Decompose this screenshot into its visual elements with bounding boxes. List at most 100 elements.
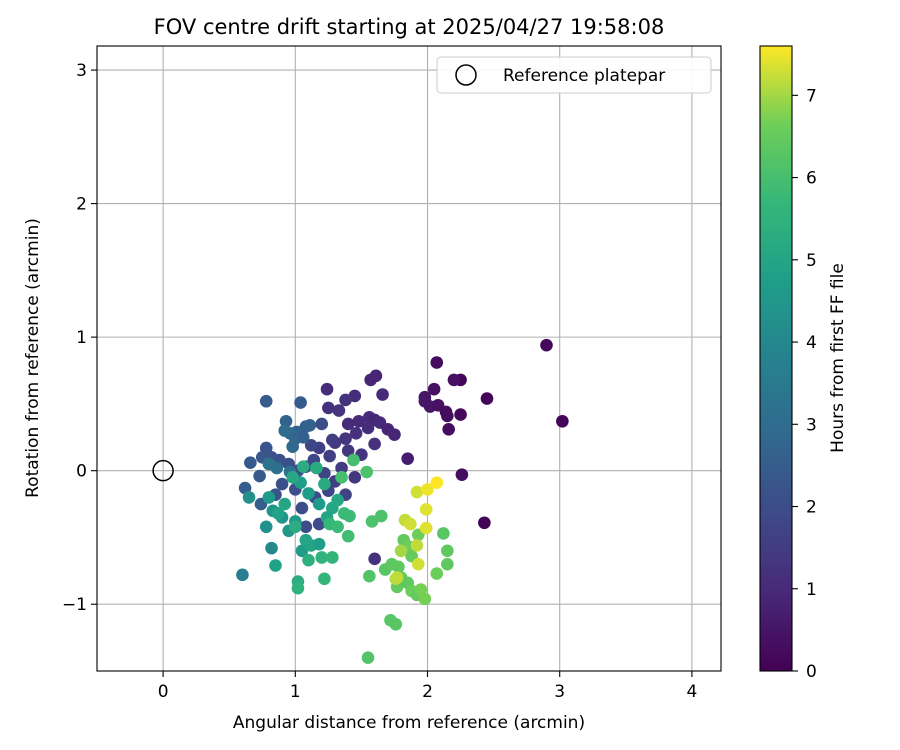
data-point: [374, 509, 388, 523]
data-point: [331, 520, 344, 534]
data-point: [368, 437, 381, 451]
data-point: [364, 373, 377, 387]
data-point: [411, 557, 425, 571]
data-point: [361, 651, 375, 664]
data-point: [291, 581, 305, 595]
data-point: [278, 424, 292, 437]
data-point: [430, 476, 444, 489]
data-point: [361, 421, 375, 435]
data-point: [279, 414, 293, 428]
data-point: [368, 552, 381, 566]
data-point: [394, 544, 408, 558]
colorbar-tick-label: 3: [806, 415, 817, 435]
data-point: [302, 553, 315, 567]
data-point: [437, 527, 450, 540]
colorbar-tick-label: 7: [806, 86, 817, 106]
colorbar: 0 1 2 3 4 5 6 7 Hours from first FF file: [759, 45, 848, 682]
y-tick-label: 1: [76, 328, 87, 348]
data-point: [390, 571, 404, 584]
legend-marker-reference: [455, 64, 477, 86]
data-point: [401, 452, 414, 465]
data-point: [418, 592, 432, 606]
data-point: [427, 382, 441, 396]
data-point: [335, 461, 348, 475]
colorbar-tick-label: 1: [806, 580, 817, 600]
x-tick-label: 0: [158, 682, 169, 702]
colorbar-tick-label: 2: [806, 498, 817, 518]
colorbar-tick-label: 0: [806, 662, 817, 682]
reference-platepar-marker: [152, 459, 174, 482]
x-tick-label: 4: [687, 682, 698, 702]
data-points: [236, 338, 569, 664]
colorbar-label: Hours from first FF file: [828, 263, 848, 453]
reference-marker-layer: [152, 459, 174, 482]
x-tick-label: 3: [554, 682, 565, 702]
data-point: [343, 509, 356, 523]
data-point: [278, 497, 292, 511]
data-point: [419, 521, 433, 535]
data-point: [302, 487, 315, 500]
y-tick-label: 0: [76, 462, 87, 482]
colorbar-tick-label: 6: [806, 169, 817, 189]
data-point: [318, 572, 331, 586]
data-point: [341, 417, 355, 431]
data-point: [269, 559, 282, 572]
colorbar-tick-label: 5: [806, 251, 817, 271]
data-point: [442, 422, 455, 436]
data-point: [312, 537, 326, 551]
data-point: [347, 453, 360, 467]
data-point: [304, 439, 318, 452]
data-point: [556, 414, 569, 428]
data-point: [365, 515, 379, 528]
data-point: [315, 417, 329, 431]
y-axis-label: Rotation from reference (arcmin): [23, 218, 43, 498]
y-tick-label: −1: [62, 595, 87, 615]
data-point: [392, 560, 405, 574]
data-point: [349, 426, 363, 440]
x-tick-label: 2: [422, 682, 433, 702]
data-point: [312, 497, 326, 511]
y-axis-ticks: −1 0 1 2 3: [62, 61, 97, 615]
data-point: [310, 461, 323, 475]
data-point: [296, 430, 310, 444]
data-point: [331, 493, 344, 507]
data-point: [419, 503, 433, 516]
data-point: [286, 440, 299, 453]
data-point: [286, 471, 299, 484]
data-point: [404, 517, 417, 531]
data-point: [315, 551, 329, 564]
data-point: [244, 456, 257, 469]
data-point: [275, 477, 289, 491]
data-point: [430, 567, 444, 580]
data-point: [341, 529, 355, 543]
data-point: [265, 541, 278, 555]
legend-entry-reference: Reference platepar: [503, 66, 665, 86]
data-point: [348, 471, 362, 484]
data-point: [259, 520, 273, 534]
data-point: [376, 388, 389, 401]
data-point: [339, 393, 352, 407]
data-point: [363, 569, 376, 583]
data-point: [253, 469, 266, 483]
x-tick-label: 1: [290, 682, 301, 702]
data-point: [295, 501, 309, 515]
data-point: [441, 557, 454, 571]
plot-frame: [96, 45, 722, 672]
data-point: [335, 471, 348, 484]
data-point: [339, 432, 352, 445]
data-point: [242, 491, 256, 504]
data-point: [441, 544, 454, 558]
data-point: [236, 568, 249, 582]
data-point: [480, 392, 494, 405]
data-point: [322, 401, 335, 415]
data-point: [259, 394, 273, 408]
data-point: [454, 408, 467, 421]
colorbar-gradient: [760, 46, 792, 671]
data-point: [388, 428, 401, 441]
data-point: [320, 382, 334, 396]
data-point: [455, 468, 469, 481]
data-point: [478, 516, 491, 530]
data-point: [447, 373, 461, 387]
data-point: [410, 539, 424, 552]
